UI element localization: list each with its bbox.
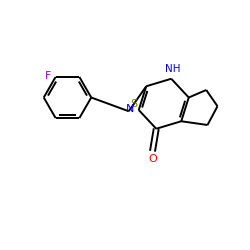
Text: NH: NH [165, 64, 180, 74]
Text: N: N [126, 104, 134, 114]
Text: S: S [130, 99, 137, 109]
Text: O: O [148, 154, 157, 164]
Text: F: F [45, 71, 51, 81]
